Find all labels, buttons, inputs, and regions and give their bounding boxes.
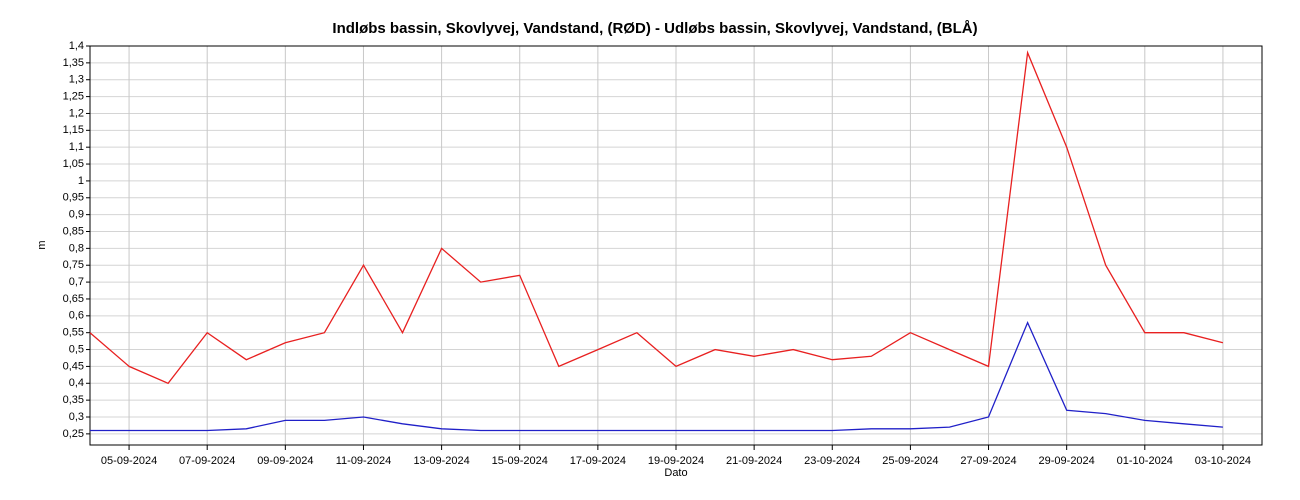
y-tick-label: 0,85: [63, 225, 84, 237]
y-tick-label: 0,45: [63, 360, 84, 372]
y-axis-label: m: [36, 240, 48, 249]
y-tick-label: 0,75: [63, 259, 84, 271]
x-tick-label: 15-09-2024: [492, 455, 548, 467]
x-tick-label: 05-09-2024: [101, 455, 157, 467]
y-tick-label: 1,1: [69, 141, 84, 153]
x-tick-label: 11-09-2024: [336, 455, 391, 467]
line-series: [90, 320, 1223, 432]
x-tick-label: 09-09-2024: [257, 455, 313, 467]
y-tick-label: 1,2: [69, 107, 84, 119]
y-tick-label: 1,25: [63, 90, 84, 102]
x-tick-label: 27-09-2024: [960, 455, 1016, 467]
y-tick-label: 1,4: [69, 40, 84, 52]
y-tick-label: 0,8: [69, 242, 84, 254]
x-tick-label: 21-09-2024: [726, 455, 782, 467]
y-tick-label: 1,3: [69, 74, 84, 86]
x-tick-label: 17-09-2024: [570, 455, 626, 467]
x-tick-label: 13-09-2024: [413, 455, 469, 467]
x-axis-label: Dato: [664, 467, 687, 479]
y-tick-label: 0,9: [69, 209, 84, 221]
x-tick-label: 07-09-2024: [179, 455, 235, 467]
x-tick-label: 29-09-2024: [1039, 455, 1095, 467]
y-tick-label: 0,6: [69, 310, 84, 322]
chart-title: Indløbs bassin, Skovlyvej, Vandstand, (R…: [332, 20, 977, 37]
y-tick-label: 0,35: [63, 394, 84, 406]
y-tick-label: 0,4: [69, 377, 84, 389]
x-tick-label: 03-10-2024: [1195, 455, 1251, 467]
x-tick-label: 23-09-2024: [804, 455, 860, 467]
x-tick-label: 19-09-2024: [648, 455, 704, 467]
y-tick-label: 0,7: [69, 276, 84, 288]
y-tick-label: 0,5: [69, 343, 84, 355]
y-tick-label: 1,05: [63, 158, 84, 170]
y-tick-label: 0,55: [63, 327, 84, 339]
plot-frame: [89, 45, 1263, 446]
y-tick-label: 1,35: [63, 57, 84, 69]
y-tick-label: 0,65: [63, 293, 84, 305]
x-tick-label: 25-09-2024: [882, 455, 938, 467]
line-series: [89, 50, 1224, 385]
y-tick-label: 0,25: [63, 428, 84, 440]
y-tick-label: 1,15: [63, 124, 84, 136]
y-tick-label: 0,3: [69, 411, 84, 423]
x-tick-label: 01-10-2024: [1117, 455, 1173, 467]
y-tick-label: 0,95: [63, 192, 84, 204]
y-tick-label: 1: [78, 175, 84, 187]
